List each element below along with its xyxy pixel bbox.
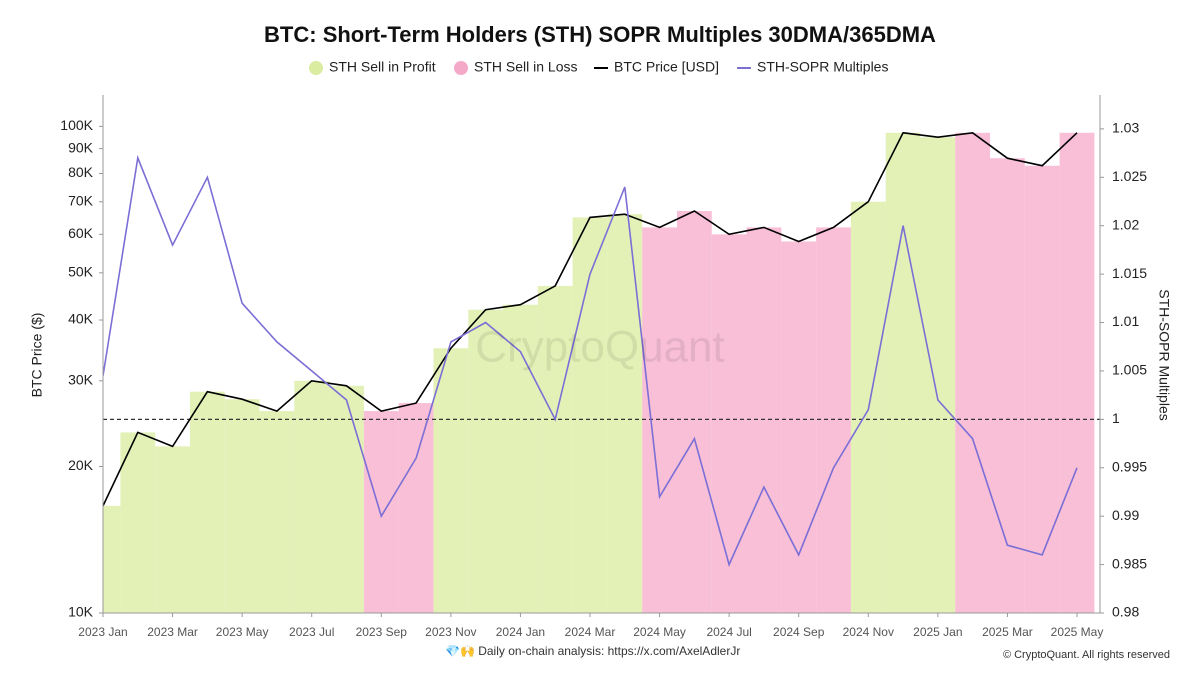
x-tick-label: 2023 Jul (289, 625, 334, 639)
sopr-line (103, 154, 1078, 567)
legend-label: STH-SOPR Multiples (757, 59, 888, 75)
region-bar (468, 309, 504, 613)
x-tick-label: 2025 Mar (982, 625, 1033, 639)
y-tick-label: 60K (68, 225, 94, 241)
x-tick-label: 2023 Jan (78, 625, 127, 639)
x-tick-label: 2023 Mar (147, 625, 198, 639)
x-tick-label: 2023 Nov (425, 625, 476, 639)
y2-tick-label: 1.025 (1112, 168, 1147, 184)
legend-label: BTC Price [USD] (614, 59, 719, 75)
y-axis-label: BTC Price ($) (29, 313, 45, 398)
x-tick-label: 2024 May (633, 625, 686, 639)
x-tick-label: 2025 May (1051, 625, 1104, 639)
region-bar (1024, 165, 1060, 613)
y-tick-label: 90K (68, 139, 94, 155)
y2-axis-label: STH-SOPR Multiples (1156, 289, 1172, 420)
y-tick-label: 40K (68, 311, 94, 327)
y2-tick-label: 0.98 (1112, 604, 1139, 620)
y-tick-label: 70K (68, 192, 94, 208)
region-bar (503, 304, 538, 613)
region-bar (189, 391, 225, 613)
x-tick-label: 2024 Jul (706, 625, 751, 639)
region-bar (955, 132, 991, 613)
y2-tick-label: 1.01 (1112, 313, 1139, 329)
y-tick-label: 50K (68, 264, 94, 280)
region-bar (259, 411, 295, 613)
y2-tick-label: 1.015 (1112, 265, 1147, 281)
region-bar (781, 241, 817, 613)
x-tick-label: 2024 Sep (773, 625, 825, 639)
region-bar (990, 158, 1025, 613)
legend-label: STH Sell in Loss (474, 59, 577, 75)
y2-tick-label: 0.985 (1112, 555, 1147, 571)
watermark: CryptoQuant (475, 323, 724, 372)
region-bar (711, 234, 747, 613)
region-bar (294, 380, 330, 613)
region-bar (746, 227, 782, 613)
y2-tick-label: 0.99 (1112, 507, 1139, 523)
x-tick-label: 2023 Sep (356, 625, 408, 639)
region-bar (398, 403, 434, 613)
footer-right: © CryptoQuant. All rights reserved (1003, 649, 1170, 661)
region-bar (103, 505, 121, 613)
y2-tick-label: 0.995 (1112, 458, 1147, 474)
y2-tick-label: 1.005 (1112, 362, 1147, 378)
region-bar (329, 385, 364, 613)
y-tick-label: 30K (68, 372, 94, 388)
region-bar (1059, 132, 1095, 613)
region-bar (120, 432, 156, 613)
x-tick-label: 2025 Jan (913, 625, 962, 639)
chart-title: BTC: Short-Term Holders (STH) SOPR Multi… (264, 22, 936, 47)
y2-tick-label: 1.03 (1112, 120, 1139, 136)
y-tick-label: 10K (68, 604, 94, 620)
y-tick-label: 80K (68, 164, 94, 180)
region-bar (885, 132, 921, 613)
region-bar (816, 227, 851, 613)
region-bar (607, 214, 643, 613)
y-tick-label: 20K (68, 457, 94, 473)
region-bar (920, 137, 956, 613)
region-bar (155, 446, 190, 613)
region-bar (537, 285, 573, 613)
legend-marker (454, 61, 468, 75)
region-bar (363, 411, 399, 613)
x-tick-label: 2024 Jan (496, 625, 545, 639)
x-tick-label: 2024 Nov (843, 625, 894, 639)
plot-area (103, 131, 1100, 613)
footer-left: 💎🙌 Daily on-chain analysis: https://x.co… (445, 644, 740, 658)
region-bar (676, 211, 712, 613)
legend-label: STH Sell in Profit (329, 59, 436, 75)
legend-marker (309, 61, 323, 75)
y2-tick-label: 1 (1112, 410, 1120, 426)
region-bar (224, 399, 260, 613)
x-tick-label: 2023 May (216, 625, 269, 639)
y2-tick-label: 1.02 (1112, 216, 1139, 232)
y-tick-label: 100K (60, 117, 93, 133)
region-bar (642, 227, 677, 613)
region-bar (572, 217, 608, 613)
region-bar (433, 348, 469, 613)
x-tick-label: 2024 Mar (565, 625, 616, 639)
price-line (103, 131, 1078, 507)
